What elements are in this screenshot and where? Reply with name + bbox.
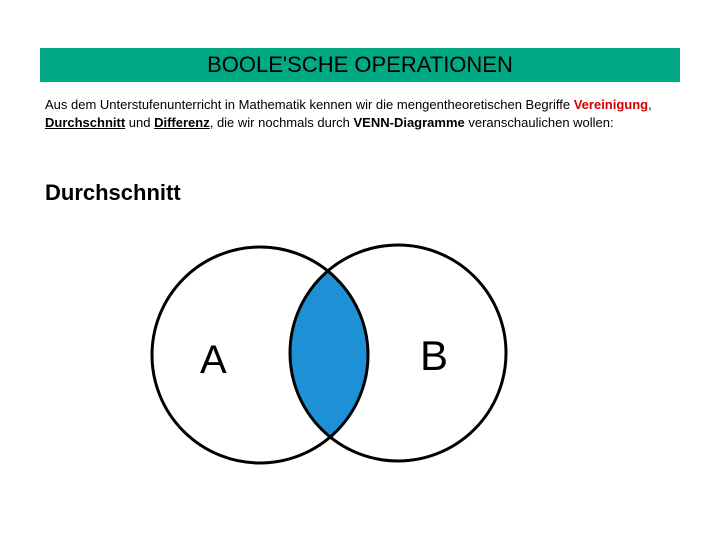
- intro-part-5: Differenz: [154, 115, 210, 130]
- venn-label-a: A: [200, 338, 227, 382]
- intro-paragraph: Aus dem Unterstufenunterricht in Mathema…: [45, 96, 675, 131]
- intro-part-1: Vereinigung: [574, 97, 648, 112]
- title-bar: BOOLE'SCHE OPERATIONEN: [40, 48, 680, 82]
- intro-part-7: VENN-Diagramme: [354, 115, 465, 130]
- intro-part-0: Aus dem Unterstufenunterricht in Mathema…: [45, 97, 574, 112]
- intro-part-2: ,: [648, 97, 652, 112]
- venn-diagram: A B: [110, 235, 530, 485]
- section-heading: Durchschnitt: [45, 180, 181, 206]
- intro-part-8: veranschaulichen wollen:: [465, 115, 614, 130]
- intro-part-3: Durchschnitt: [45, 115, 125, 130]
- intro-part-4: und: [125, 115, 154, 130]
- venn-label-b: B: [420, 332, 448, 379]
- venn-svg: A B: [110, 235, 530, 485]
- intro-part-6: , die wir nochmals durch: [210, 115, 354, 130]
- title-text: BOOLE'SCHE OPERATIONEN: [207, 52, 513, 77]
